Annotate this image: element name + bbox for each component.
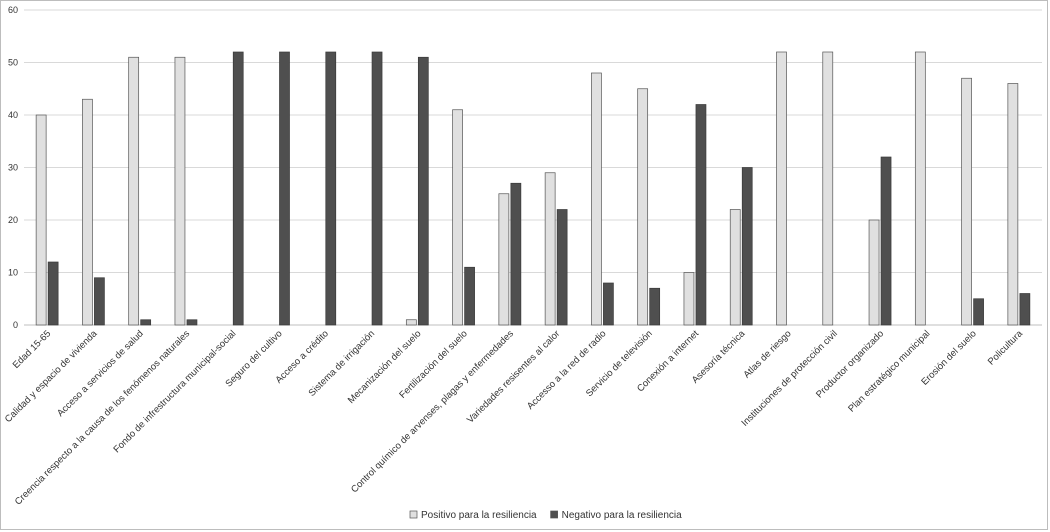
x-tick-label-19: Plan estratégico municipal bbox=[846, 328, 932, 414]
bar-positivo-1 bbox=[82, 98, 93, 326]
bar-negativo-15 bbox=[741, 167, 753, 326]
legend-label-1: Negativo para la resiliencia bbox=[562, 510, 683, 521]
bar-positivo-20 bbox=[961, 77, 972, 326]
x-tick-label-2: Acceso a servicios de salud bbox=[55, 328, 146, 419]
bar-positivo-13 bbox=[637, 88, 649, 326]
x-tick-label-1: Calidad y espacio de vivienda bbox=[3, 328, 100, 425]
bar-positivo-2 bbox=[128, 56, 140, 326]
y-tick-label-20: 20 bbox=[8, 215, 18, 225]
bar-negativo-10 bbox=[510, 182, 522, 326]
legend-swatch-1 bbox=[550, 510, 558, 519]
y-tick-label-60: 60 bbox=[8, 5, 18, 15]
bar-negativo-13 bbox=[649, 287, 661, 326]
bar-positivo-3 bbox=[174, 56, 186, 326]
bar-negativo-5 bbox=[279, 51, 290, 326]
x-tick-label-10: Control químico de arvenses, plagas y en… bbox=[349, 328, 516, 495]
bar-positivo-21 bbox=[1007, 83, 1019, 326]
x-tick-label-21: Policultura bbox=[986, 328, 1026, 368]
x-tick-label-3: Creencia respecto a la causa de los fenó… bbox=[13, 328, 192, 507]
x-tick-label-16: Atlas de riesgo bbox=[741, 328, 793, 380]
bar-positivo-10 bbox=[498, 193, 510, 326]
bar-negativo-14 bbox=[695, 104, 707, 326]
bar-positivo-8 bbox=[405, 319, 417, 326]
bar-negativo-1 bbox=[94, 277, 105, 326]
y-tick-label-10: 10 bbox=[8, 268, 18, 278]
bar-negativo-11 bbox=[556, 209, 568, 326]
bar-negativo-6 bbox=[325, 51, 337, 326]
bar-negativo-9 bbox=[464, 266, 475, 326]
bar-negativo-20 bbox=[973, 298, 984, 326]
x-tick-label-17: Instituciones de protección civil bbox=[740, 328, 840, 428]
bar-positivo-15 bbox=[729, 209, 741, 326]
bar-negativo-12 bbox=[603, 282, 614, 326]
bar-negativo-7 bbox=[371, 51, 383, 326]
bar-positivo-19 bbox=[914, 51, 926, 326]
y-tick-label-50: 50 bbox=[8, 58, 18, 68]
legend-label-0: Positivo para la resiliencia bbox=[421, 510, 537, 521]
x-tick-label-0: Edad 15-65 bbox=[11, 328, 54, 371]
bar-negativo-3 bbox=[186, 319, 198, 326]
bar-negativo-18 bbox=[880, 156, 892, 326]
y-tick-label-40: 40 bbox=[8, 110, 18, 120]
bar-positivo-14 bbox=[683, 272, 695, 326]
bar-positivo-17 bbox=[822, 51, 834, 326]
bar-positivo-12 bbox=[591, 72, 602, 326]
bar-positivo-9 bbox=[452, 109, 463, 326]
bar-negativo-2 bbox=[140, 319, 152, 326]
x-tick-label-11: Variedades resisentes al calor bbox=[465, 328, 562, 425]
bar-negativo-21 bbox=[1019, 293, 1031, 326]
bar-positivo-0 bbox=[35, 114, 47, 326]
y-tick-label-30: 30 bbox=[8, 163, 18, 173]
bar-positivo-18 bbox=[868, 219, 880, 326]
bar-negativo-4 bbox=[232, 51, 244, 326]
bar-negativo-8 bbox=[417, 56, 429, 326]
bar-positivo-11 bbox=[544, 172, 556, 326]
x-tick-label-12: Accesso a la red de radio bbox=[525, 328, 609, 412]
bar-positivo-16 bbox=[776, 51, 787, 326]
y-tick-label-0: 0 bbox=[13, 320, 18, 330]
bar-negativo-0 bbox=[47, 261, 59, 326]
legend-swatch-0 bbox=[409, 510, 418, 519]
